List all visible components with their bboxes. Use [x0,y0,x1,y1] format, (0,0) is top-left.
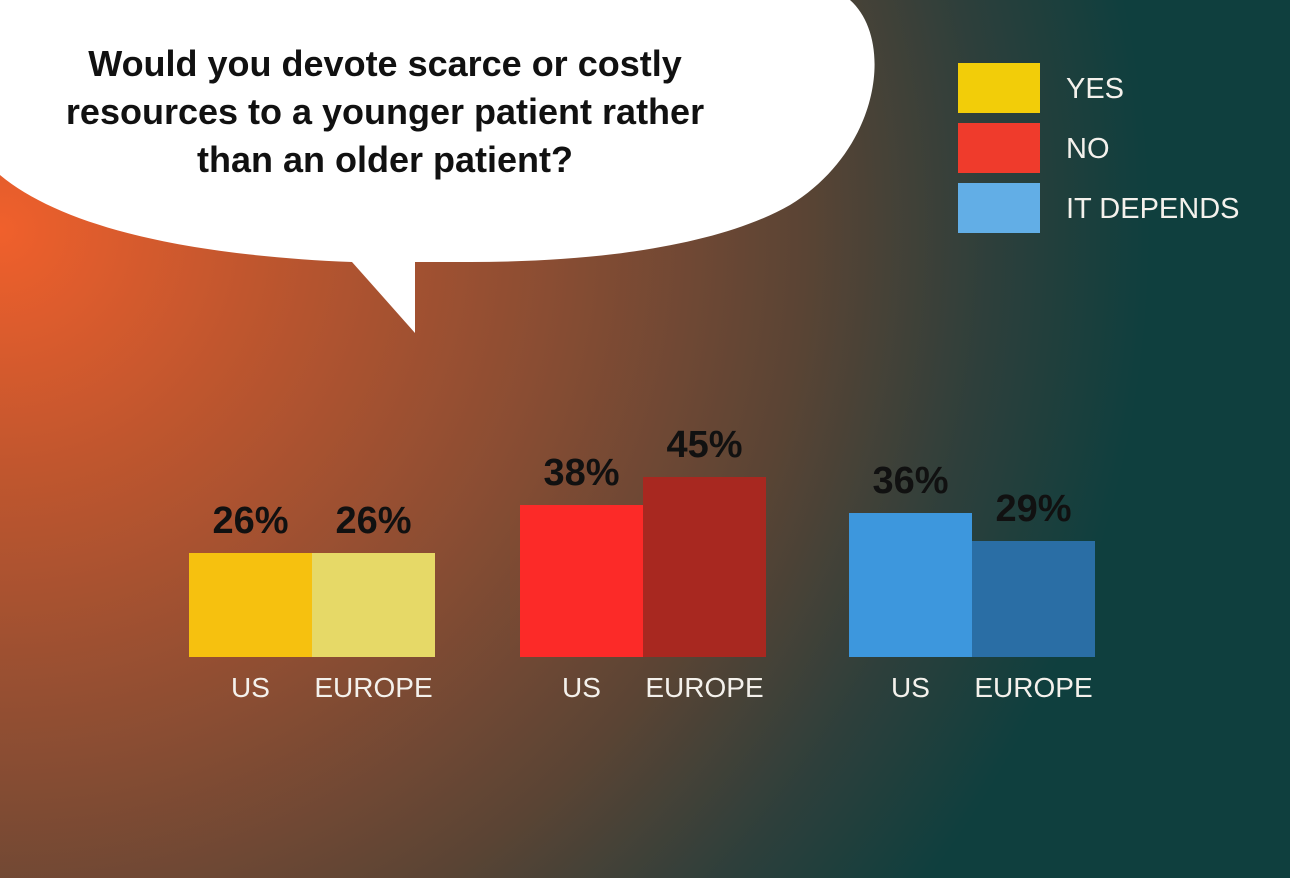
category-label-no-europe: EUROPE [645,672,763,703]
bar-value-it-depends-europe: 29% [995,488,1071,530]
bar-value-yes-europe: 26% [335,500,411,542]
bar-no-europe [643,477,766,657]
legend-item-no: NO [958,123,1278,173]
bar-yes-us [189,553,312,657]
legend-label-it-depends: IT DEPENDS [1066,193,1240,225]
category-label-yes-us: US [231,672,270,703]
category-label-it-depends-us: US [891,672,930,703]
legend-swatch-no [958,123,1040,173]
legend-label-yes: YES [1066,73,1125,105]
legend-item-yes: YES [958,63,1278,113]
speech-bubble [0,0,875,333]
bar-value-yes-us: 26% [212,500,288,542]
bar-no-us [520,505,643,657]
category-label-yes-europe: EUROPE [314,672,432,703]
bar-value-it-depends-us: 36% [872,460,948,502]
bar-yes-europe [312,553,435,657]
category-label-no-us: US [562,672,601,703]
legend-item-it-depends: IT DEPENDS [958,183,1278,233]
category-label-it-depends-europe: EUROPE [974,672,1092,703]
bar-it-depends-europe [972,541,1095,657]
legend-label-no: NO [1066,133,1110,165]
question-title: Would you devote scarce or costly resour… [65,43,705,180]
legend-swatch-yes [958,63,1040,113]
bar-it-depends-us [849,513,972,657]
bar-value-no-us: 38% [543,452,619,494]
legend-swatch-it-depends [958,183,1040,233]
speech-bubble-shape [0,0,875,333]
bar-value-no-europe: 45% [666,424,742,466]
